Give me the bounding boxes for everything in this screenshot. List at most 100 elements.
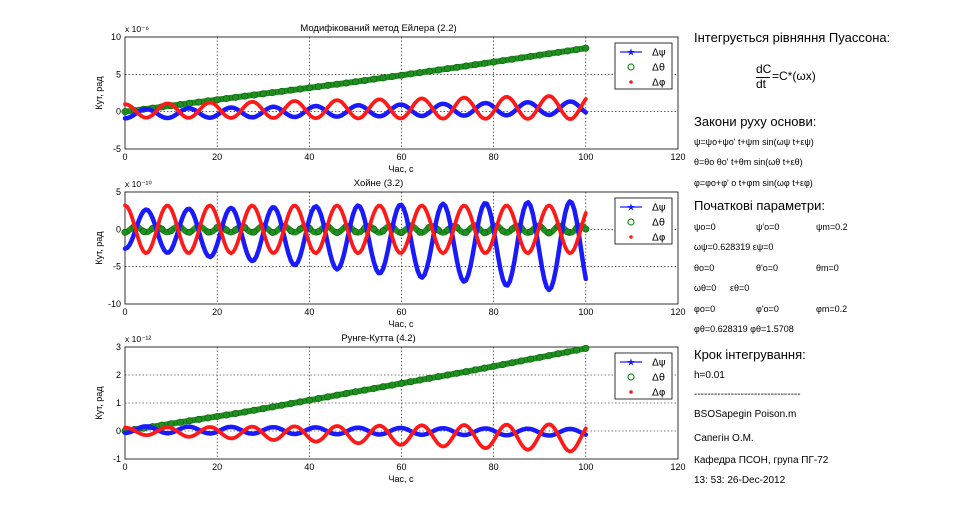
data-point <box>213 96 221 104</box>
data-point <box>296 225 304 233</box>
formula-denominator: dt <box>756 77 767 91</box>
data-point <box>527 228 535 236</box>
law-phi: φ=φo+φ' o t+φm sin(ωφ t+εφ) <box>694 178 813 188</box>
data-point <box>241 92 249 100</box>
data-point <box>278 87 286 95</box>
series-psi <box>122 199 589 293</box>
y-tick-label: 0 <box>116 107 121 117</box>
x-tick-label: 0 <box>122 307 127 317</box>
x-tick-label: 40 <box>304 152 314 162</box>
y-tick-label: 5 <box>116 69 121 79</box>
x-tick-label: 80 <box>489 152 499 162</box>
y-tick-label: -5 <box>113 144 121 154</box>
data-point <box>333 229 341 237</box>
legend-circle-marker <box>627 373 635 381</box>
data-point <box>545 229 553 237</box>
data-point <box>287 227 295 235</box>
data-point <box>416 228 424 236</box>
data-point <box>499 361 507 369</box>
data-point <box>462 368 470 376</box>
data-point <box>545 352 553 360</box>
x-axis-label: Час, с <box>388 319 414 329</box>
data-point <box>508 225 516 233</box>
x-tick-label: 100 <box>578 307 593 317</box>
data-point <box>333 391 341 399</box>
axis-exponent: x 10⁻¹⁰ <box>125 179 152 189</box>
data-point <box>204 414 212 422</box>
law-theta: θ=θo θo' t+θm sin(ωθ t+εθ) <box>694 157 803 167</box>
legend-circle-marker <box>627 218 635 226</box>
x-tick-label: 120 <box>670 307 685 317</box>
data-point <box>186 99 194 107</box>
data-point <box>582 225 590 233</box>
data-point <box>268 228 276 236</box>
data-point <box>315 83 323 91</box>
data-point <box>315 228 323 236</box>
param-theta-omega: ωθ=0 <box>694 283 717 293</box>
data-point <box>434 66 442 74</box>
x-tick-label: 120 <box>670 152 685 162</box>
data-point <box>250 406 258 414</box>
data-point <box>241 408 249 416</box>
y-tick-label: 2 <box>116 370 121 380</box>
data-point <box>425 374 433 382</box>
data-point <box>397 229 405 237</box>
data-point <box>490 58 498 66</box>
data-point <box>536 51 544 59</box>
data-point <box>195 98 203 106</box>
x-tick-label: 20 <box>212 462 222 472</box>
y-tick-label: -5 <box>113 262 121 272</box>
series-psi <box>122 99 589 121</box>
x-tick-label: 60 <box>396 462 406 472</box>
data-point <box>444 65 452 73</box>
data-point <box>527 355 535 363</box>
data-point <box>379 74 387 82</box>
data-point <box>361 386 369 394</box>
data-point <box>232 410 240 418</box>
data-point <box>287 400 295 408</box>
data-point <box>582 44 590 52</box>
legend-label: Δψ <box>652 48 666 59</box>
legend-label: Δψ <box>652 203 666 214</box>
y-tick-label: 5 <box>116 187 121 197</box>
y-tick-label: 0 <box>116 426 121 436</box>
param-phi-o-dot: φ'o=0 <box>756 304 779 314</box>
data-point <box>259 405 267 413</box>
data-point <box>536 353 544 361</box>
data-point <box>379 227 387 235</box>
data-point <box>480 229 488 237</box>
legend-star-marker: ★ <box>627 48 636 59</box>
x-tick-label: 20 <box>212 152 222 162</box>
data-point <box>176 418 184 426</box>
data-point <box>554 48 562 56</box>
data-point <box>416 376 424 384</box>
data-point <box>186 228 194 236</box>
param-phi-m: φm=0.2 <box>816 304 848 314</box>
param-psi-omega: ωψ=0.628319 εψ=0 <box>694 242 774 252</box>
file-name: BSOSapegin Poison.m <box>694 409 797 420</box>
x-axis-label: Час, с <box>388 164 414 174</box>
param-phi-omega: φθ=0.628319 φθ=1.5708 <box>694 324 794 334</box>
data-point <box>204 228 212 236</box>
data-point <box>388 73 396 81</box>
data-point <box>499 227 507 235</box>
data-point <box>158 225 166 233</box>
legend-label: Δθ <box>652 63 665 74</box>
data-point <box>370 384 378 392</box>
x-tick-label: 40 <box>304 307 314 317</box>
data-point <box>296 398 304 406</box>
data-point <box>232 93 240 101</box>
formula-numerator: dC <box>756 62 772 76</box>
author-name: Сапегін О.М. <box>694 433 754 444</box>
y-axis-label: Кут, рад <box>94 76 104 110</box>
data-point <box>582 344 590 352</box>
data-point <box>333 80 341 88</box>
data-point <box>462 228 470 236</box>
legend-label: Δφ <box>652 78 666 89</box>
chart-title: Рунге-Кутта (4.2) <box>341 333 415 344</box>
series-phi <box>123 94 588 121</box>
data-point <box>379 383 387 391</box>
legend-dot-marker <box>629 80 633 84</box>
data-point <box>351 228 359 236</box>
